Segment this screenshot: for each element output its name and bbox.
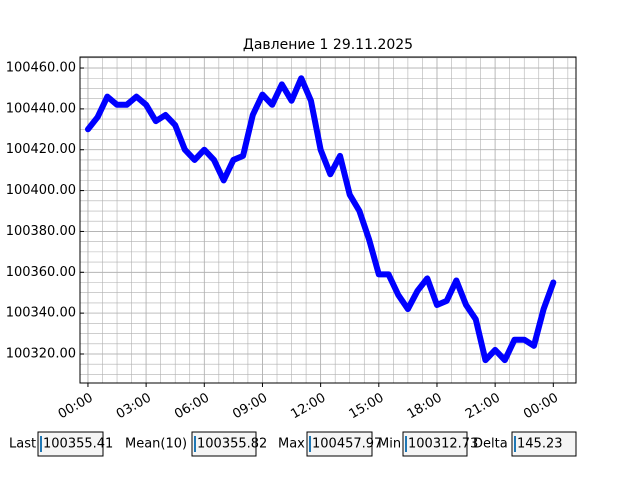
y-tick-label: 100340.00 <box>6 306 76 321</box>
y-tick-label: 100380.00 <box>6 224 76 239</box>
text-box-label: Min <box>378 437 401 452</box>
y-tick-label: 100320.00 <box>6 346 76 361</box>
y-tick-label: 100420.00 <box>6 142 76 157</box>
text-box-label: Mean(10) <box>125 437 187 452</box>
y-tick-label: 100360.00 <box>6 265 76 280</box>
plot-frame <box>79 56 577 384</box>
text-box-label: Max <box>278 437 305 452</box>
y-tick-label: 100460.00 <box>6 61 76 76</box>
text-box[interactable] <box>191 431 257 457</box>
chart-title: Давление 1 29.11.2025 <box>243 37 413 53</box>
text-box-value: 100312.73 <box>408 437 478 452</box>
y-tick-label: 100400.00 <box>6 183 76 198</box>
text-box-label: Delta <box>473 437 508 452</box>
text-box[interactable] <box>306 431 373 457</box>
data-line <box>84 75 557 364</box>
text-box-label: Last <box>9 437 36 452</box>
text-box[interactable] <box>37 431 104 457</box>
text-box-value: 145.23 <box>517 437 563 452</box>
text-box-value: 100355.82 <box>197 437 267 452</box>
text-box-value: 100355.41 <box>43 437 113 452</box>
text-box[interactable] <box>511 431 577 457</box>
text-box[interactable] <box>402 431 468 457</box>
y-tick-label: 100440.00 <box>6 101 76 116</box>
text-box-value: 100457.97 <box>312 437 382 452</box>
